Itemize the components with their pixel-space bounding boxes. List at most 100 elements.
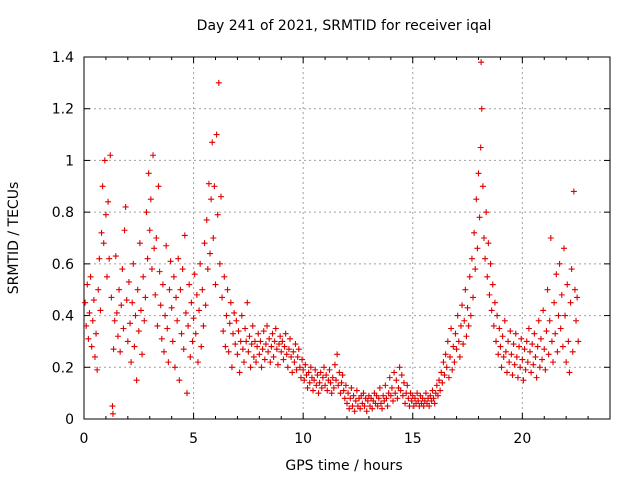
data-point	[488, 307, 495, 314]
data-point	[244, 299, 251, 306]
data-point	[200, 322, 207, 329]
data-point	[289, 369, 296, 376]
data-point	[125, 278, 132, 285]
data-point	[277, 333, 284, 340]
data-point	[547, 235, 554, 241]
x-tick-label: 20	[513, 431, 531, 447]
data-point	[459, 302, 466, 309]
data-point	[215, 79, 222, 86]
data-point	[159, 281, 166, 288]
data-point	[167, 258, 174, 265]
x-tick-label: 5	[189, 431, 198, 447]
data-point	[451, 359, 458, 366]
data-point	[495, 351, 502, 358]
data-point	[166, 286, 173, 293]
data-point	[236, 369, 243, 376]
data-point	[300, 366, 307, 373]
data-point	[502, 348, 509, 355]
data-point	[384, 403, 391, 410]
data-point	[296, 364, 303, 371]
data-point	[226, 320, 233, 327]
data-point	[185, 322, 192, 329]
data-point	[347, 395, 354, 402]
data-point	[202, 302, 209, 309]
data-point	[98, 229, 105, 236]
data-point	[140, 273, 147, 280]
data-point	[128, 359, 135, 366]
data-point	[191, 271, 198, 278]
data-point	[255, 330, 262, 337]
data-point	[444, 338, 451, 345]
data-point	[109, 403, 116, 410]
y-axis-label: SRMTID / TECUs	[6, 182, 22, 295]
data-point	[374, 403, 381, 410]
data-point	[127, 320, 134, 327]
data-point	[88, 343, 95, 350]
data-point	[517, 364, 524, 371]
data-point	[119, 266, 126, 273]
data-point	[556, 260, 563, 267]
data-point	[431, 400, 438, 407]
chart-title: Day 241 of 2021, SRMTID for receiver iqa…	[197, 18, 492, 34]
data-point	[168, 304, 175, 311]
data-point	[391, 369, 398, 376]
data-point	[505, 338, 512, 345]
data-point	[453, 346, 460, 353]
data-point	[439, 379, 446, 386]
y-tick-label: 1.2	[52, 102, 74, 118]
data-point	[274, 361, 281, 368]
data-point	[254, 343, 261, 350]
data-point	[248, 341, 255, 348]
data-point	[83, 322, 90, 329]
data-point	[335, 382, 342, 389]
data-point	[473, 196, 480, 203]
data-point	[402, 400, 409, 407]
data-point	[169, 338, 176, 345]
data-point	[253, 359, 260, 366]
data-point	[534, 343, 541, 350]
data-point	[307, 364, 314, 371]
data-point	[154, 322, 161, 329]
data-point	[539, 356, 546, 363]
data-point	[522, 366, 529, 373]
data-point	[531, 330, 538, 337]
data-point	[259, 346, 266, 353]
data-point	[271, 338, 278, 345]
data-point	[136, 240, 143, 247]
data-point	[496, 325, 503, 332]
x-axis-label: GPS time / hours	[285, 458, 402, 474]
data-point	[192, 330, 199, 337]
data-point	[437, 387, 444, 394]
data-point	[122, 203, 129, 210]
data-point	[535, 317, 542, 324]
data-point	[379, 405, 386, 412]
data-point	[460, 341, 467, 348]
data-point	[304, 384, 311, 391]
data-point	[305, 369, 312, 376]
data-point	[182, 309, 189, 316]
data-point	[452, 330, 459, 337]
y-tick-label: 0	[65, 412, 74, 428]
data-point	[405, 395, 412, 402]
data-point	[429, 387, 436, 394]
data-point	[204, 266, 211, 273]
data-point	[397, 387, 404, 394]
y-tick-label: 0.6	[52, 257, 74, 273]
data-point	[171, 364, 178, 371]
data-point	[442, 351, 449, 358]
data-point	[243, 338, 250, 345]
data-point	[107, 152, 114, 159]
x-tick-label: 0	[80, 431, 89, 447]
data-point	[231, 309, 238, 316]
data-point	[339, 372, 346, 379]
data-point	[324, 387, 331, 394]
data-point	[475, 170, 482, 177]
data-point	[100, 240, 107, 247]
data-point	[220, 328, 227, 335]
data-point	[251, 338, 258, 345]
data-point	[247, 364, 254, 371]
data-point	[557, 325, 564, 332]
data-point	[376, 384, 383, 391]
data-point	[284, 364, 291, 371]
data-point	[249, 322, 256, 329]
